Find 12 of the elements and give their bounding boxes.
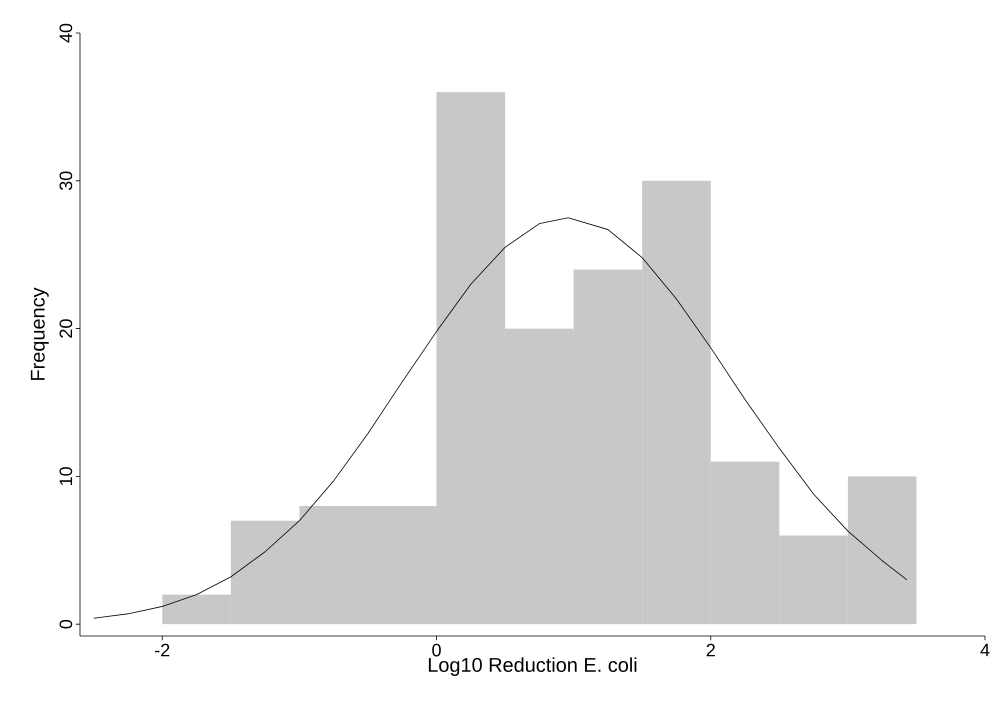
y-tick-label: 40: [60, 24, 72, 43]
x-tick-label: 4: [980, 644, 990, 656]
x-tick-label: 0: [432, 644, 441, 656]
line-series: [93, 217, 908, 619]
x-tick-label: 2: [706, 644, 715, 656]
y-axis-title: Frequency: [30, 287, 49, 380]
y-tick-label: 0: [60, 620, 72, 628]
y-tick-label: 20: [60, 319, 72, 338]
x-axis-title: Log10 Reduction E. coli: [428, 657, 636, 676]
x-tick-label: -2: [155, 644, 170, 656]
y-tick-label: 10: [60, 467, 72, 485]
y-tick-label: 30: [60, 172, 72, 190]
